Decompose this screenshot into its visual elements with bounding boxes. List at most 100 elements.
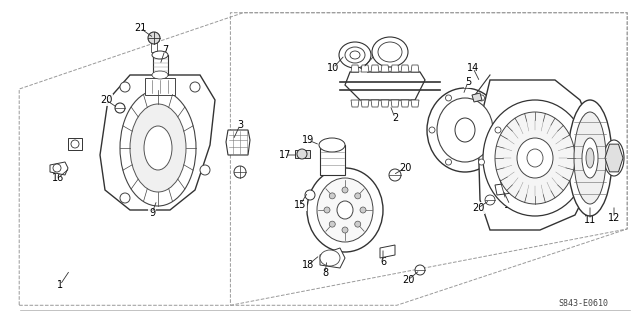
Ellipse shape <box>517 138 553 178</box>
Circle shape <box>324 207 330 213</box>
Ellipse shape <box>455 118 475 142</box>
Polygon shape <box>371 100 379 107</box>
Circle shape <box>71 140 79 148</box>
Polygon shape <box>68 138 82 150</box>
Circle shape <box>120 82 130 92</box>
Ellipse shape <box>568 100 612 216</box>
Polygon shape <box>381 100 389 107</box>
Circle shape <box>355 193 361 199</box>
Polygon shape <box>153 55 168 75</box>
Ellipse shape <box>345 47 365 63</box>
Ellipse shape <box>604 140 624 176</box>
Circle shape <box>479 95 484 101</box>
Circle shape <box>360 207 366 213</box>
Circle shape <box>329 221 335 227</box>
Text: 10: 10 <box>327 63 339 73</box>
Polygon shape <box>605 144 623 172</box>
Polygon shape <box>145 78 175 95</box>
Polygon shape <box>381 65 389 72</box>
Polygon shape <box>411 100 419 107</box>
Circle shape <box>429 127 435 133</box>
Text: 12: 12 <box>608 213 620 223</box>
Ellipse shape <box>495 112 575 204</box>
Text: 20: 20 <box>399 163 411 173</box>
Text: 8: 8 <box>322 268 328 278</box>
Polygon shape <box>320 248 345 268</box>
Ellipse shape <box>586 148 594 168</box>
Circle shape <box>355 221 361 227</box>
Text: 6: 6 <box>380 257 386 267</box>
Circle shape <box>329 193 335 199</box>
Polygon shape <box>472 93 482 102</box>
Polygon shape <box>320 145 345 175</box>
Circle shape <box>200 165 210 175</box>
Ellipse shape <box>319 138 345 152</box>
Text: 4: 4 <box>360 63 366 73</box>
Text: 9: 9 <box>149 208 155 218</box>
Ellipse shape <box>307 168 383 252</box>
Circle shape <box>148 32 160 44</box>
Polygon shape <box>401 100 409 107</box>
Text: 7: 7 <box>162 45 168 55</box>
Ellipse shape <box>483 100 587 216</box>
Polygon shape <box>151 38 157 52</box>
Polygon shape <box>371 65 379 72</box>
Ellipse shape <box>350 51 360 59</box>
Ellipse shape <box>608 147 620 169</box>
Text: 3: 3 <box>237 120 243 130</box>
Text: 5: 5 <box>465 77 471 87</box>
Text: 2: 2 <box>392 113 398 123</box>
Circle shape <box>389 169 401 181</box>
Polygon shape <box>361 100 369 107</box>
Polygon shape <box>361 65 369 72</box>
Polygon shape <box>351 100 359 107</box>
Text: 1: 1 <box>57 280 63 290</box>
Polygon shape <box>411 65 419 72</box>
Polygon shape <box>391 100 399 107</box>
Polygon shape <box>345 72 425 100</box>
Text: 21: 21 <box>134 23 146 33</box>
Text: 18: 18 <box>302 260 314 270</box>
Text: 20: 20 <box>100 95 112 105</box>
Polygon shape <box>401 65 409 72</box>
Polygon shape <box>391 65 399 72</box>
Ellipse shape <box>120 90 196 206</box>
Text: 17: 17 <box>279 150 291 160</box>
Circle shape <box>297 149 307 159</box>
Text: S843-E0610: S843-E0610 <box>558 299 608 308</box>
Ellipse shape <box>320 250 340 266</box>
Circle shape <box>485 195 495 205</box>
Ellipse shape <box>372 37 408 67</box>
Ellipse shape <box>337 201 353 219</box>
Ellipse shape <box>152 51 168 59</box>
Text: 19: 19 <box>302 135 314 145</box>
Circle shape <box>115 103 125 113</box>
Polygon shape <box>495 183 512 195</box>
Circle shape <box>305 190 315 200</box>
Ellipse shape <box>144 126 172 170</box>
Circle shape <box>53 164 61 172</box>
Text: 16: 16 <box>52 173 64 183</box>
Circle shape <box>445 159 451 165</box>
Circle shape <box>415 265 425 275</box>
Circle shape <box>234 166 246 178</box>
Circle shape <box>445 95 451 101</box>
Polygon shape <box>226 130 250 155</box>
Ellipse shape <box>130 104 186 192</box>
Polygon shape <box>100 75 215 210</box>
Polygon shape <box>478 80 590 230</box>
Circle shape <box>342 187 348 193</box>
Circle shape <box>120 193 130 203</box>
Ellipse shape <box>527 149 543 167</box>
Ellipse shape <box>339 42 371 68</box>
Text: 15: 15 <box>294 200 306 210</box>
Ellipse shape <box>427 88 503 172</box>
Polygon shape <box>295 150 310 158</box>
Polygon shape <box>50 162 68 175</box>
Text: 14: 14 <box>467 63 479 73</box>
Text: 13: 13 <box>504 200 516 210</box>
Ellipse shape <box>574 112 606 204</box>
Ellipse shape <box>437 98 493 162</box>
Polygon shape <box>351 65 359 72</box>
Ellipse shape <box>582 138 598 178</box>
